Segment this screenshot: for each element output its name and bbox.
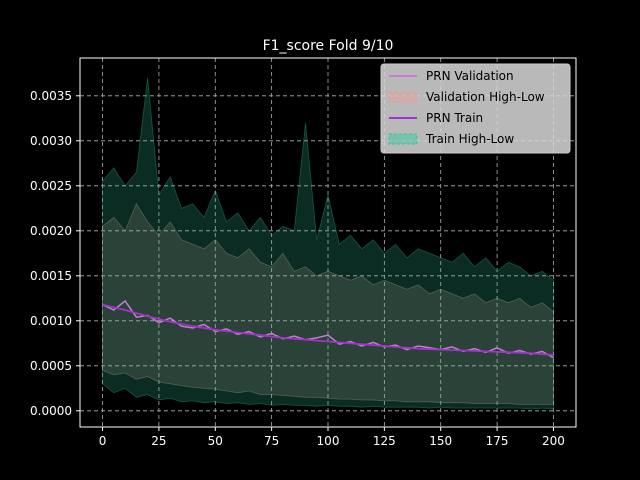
x-tick-label: 25 <box>151 434 166 448</box>
y-tick-label: 0.0030 <box>30 134 72 148</box>
line-prn-train <box>102 303 554 356</box>
grid <box>80 58 576 427</box>
legend-label: Train High-Low <box>425 132 514 146</box>
x-tick-label: 0 <box>99 434 107 448</box>
y-tick-label: 0.0015 <box>30 269 72 283</box>
y-tick-label: 0.0010 <box>30 314 72 328</box>
x-tick-label: 125 <box>373 434 396 448</box>
x-tick-label: 75 <box>264 434 279 448</box>
legend-swatch <box>388 91 418 103</box>
y-tick-label: 0.0005 <box>30 359 72 373</box>
y-axis-ticks: 0.0000 0.0005 0.0010 0.0015 0.0020 0.0025 0.00… <box>30 89 80 418</box>
x-tick-label: 175 <box>486 434 509 448</box>
y-tick-label: 0.0020 <box>30 224 72 238</box>
legend-swatch <box>388 133 418 145</box>
legend-label: PRN Validation <box>426 69 514 83</box>
y-tick-label: 0.0035 <box>30 89 72 103</box>
chart-title: F1_score Fold 9/10 <box>263 38 394 54</box>
lines <box>102 299 554 359</box>
x-tick-label: 50 <box>208 434 223 448</box>
legend-label: Validation High-Low <box>426 90 545 104</box>
y-tick-label: 0.0025 <box>30 179 72 193</box>
legend: PRN Validation Validation High-Low PRN Tra… <box>380 63 571 154</box>
legend-label: PRN Train <box>426 111 483 125</box>
band-train-high-low <box>102 77 554 410</box>
x-tick-label: 200 <box>542 434 565 448</box>
x-axis-ticks: 0 25 50 75 100 125 150 175 200 <box>99 427 565 448</box>
band-validation-high-low <box>102 202 554 405</box>
legend-box <box>380 63 571 154</box>
bands <box>102 77 554 410</box>
x-tick-label: 150 <box>429 434 452 448</box>
y-tick-label: 0.0000 <box>30 404 72 418</box>
x-tick-label: 100 <box>317 434 340 448</box>
